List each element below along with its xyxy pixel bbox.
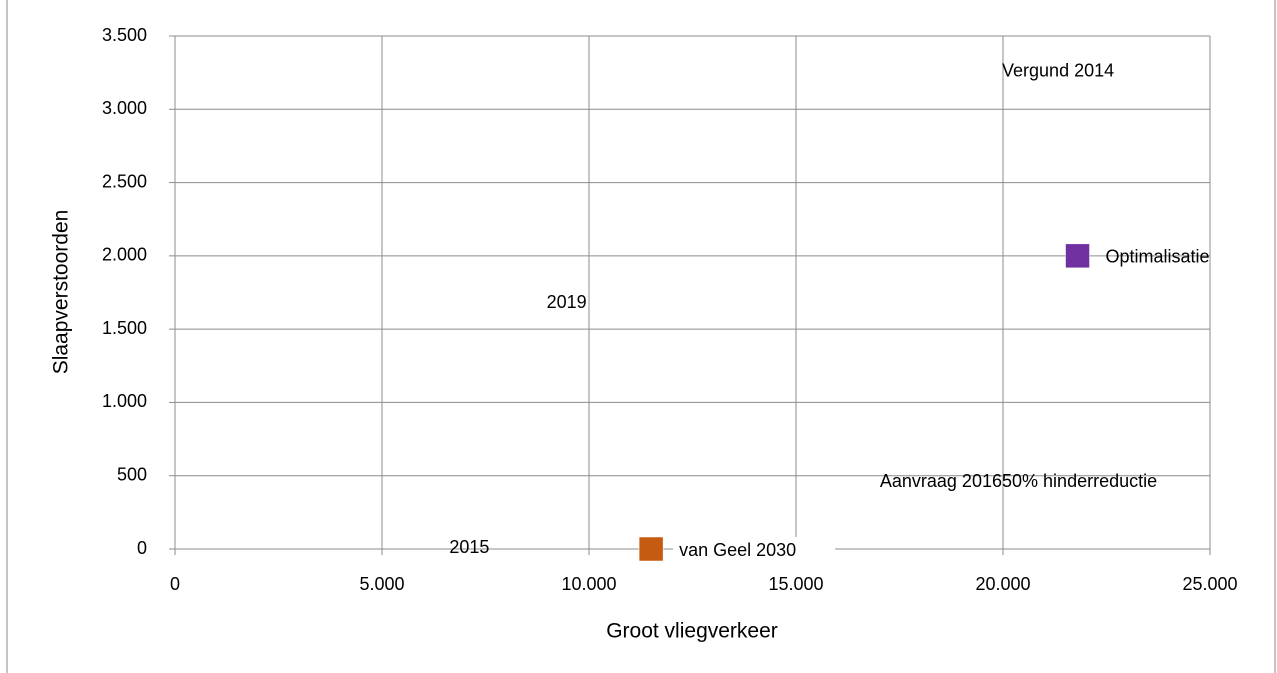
data-label: 2015 bbox=[449, 537, 489, 557]
y-tick-label: 1.500 bbox=[102, 318, 147, 338]
y-tick-label: 500 bbox=[117, 464, 147, 484]
y-tick-label: 1.000 bbox=[102, 391, 147, 411]
data-label: Optimalisatie bbox=[1106, 247, 1210, 267]
data-label: van Geel 2030 bbox=[679, 540, 796, 560]
data-label: 2019 bbox=[547, 292, 587, 312]
x-tick-label: 0 bbox=[170, 574, 180, 594]
data-label: 50% hinderreductie bbox=[1002, 471, 1157, 491]
marker bbox=[1065, 243, 1090, 269]
chart-border bbox=[6, 0, 1276, 673]
x-tick-label: 25.000 bbox=[1182, 574, 1237, 594]
data-label: Vergund 2014 bbox=[1002, 60, 1114, 80]
y-tick-label: 0 bbox=[137, 538, 147, 558]
data-label: Aanvraag 2016 bbox=[880, 471, 1002, 491]
x-axis-label: Groot vliegverkeer bbox=[606, 620, 778, 643]
y-tick-label: 3.000 bbox=[102, 98, 147, 118]
y-tick-label: 2.500 bbox=[102, 171, 147, 191]
x-tick-label: 5.000 bbox=[359, 574, 404, 594]
marker bbox=[840, 468, 864, 492]
marker bbox=[507, 289, 531, 313]
marker bbox=[409, 534, 433, 558]
y-tick-label: 2.000 bbox=[102, 245, 147, 265]
x-tick-label: 20.000 bbox=[975, 574, 1030, 594]
marker bbox=[962, 58, 986, 82]
x-tick-label: 15.000 bbox=[768, 574, 823, 594]
marker bbox=[638, 536, 664, 562]
y-axis-label: Slaapverstoorden bbox=[50, 210, 73, 375]
x-tick-label: 10.000 bbox=[561, 574, 616, 594]
y-tick-label: 3.500 bbox=[102, 25, 147, 45]
label-backdrop bbox=[673, 537, 836, 561]
